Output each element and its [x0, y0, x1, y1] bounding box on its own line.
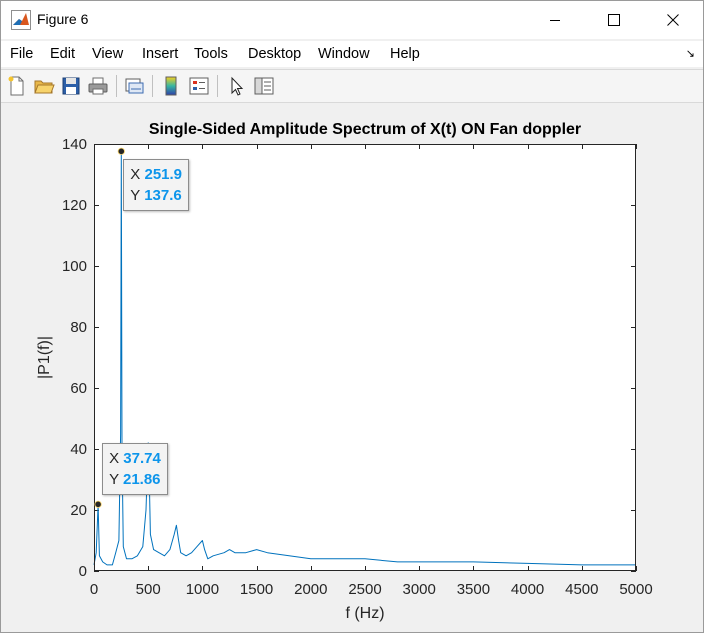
property-inspector-icon[interactable] — [253, 75, 275, 97]
tick-labels: 0 500 1000 1500 2000 2500 3000 3500 4000 4500 5000… — [62, 136, 653, 598]
insert-colorbar-icon[interactable] — [160, 75, 182, 97]
y-tick-label: 80 — [70, 319, 87, 336]
menu-window[interactable]: Window — [318, 46, 370, 62]
print-icon[interactable] — [87, 75, 109, 97]
x-tick-label: 4500 — [565, 581, 598, 598]
y-tick-label: 60 — [70, 380, 87, 397]
maximize-icon — [608, 14, 620, 26]
x-axis-label: f (Hz) — [345, 605, 384, 622]
y-tick-label: 120 — [62, 197, 87, 214]
toolbar-separator — [116, 75, 117, 97]
menu-file[interactable]: File — [10, 46, 34, 62]
insert-legend-icon[interactable] — [188, 75, 210, 97]
menu-help[interactable]: Help — [390, 46, 420, 62]
menu-view[interactable]: View — [92, 46, 124, 62]
toolbar-separator — [152, 75, 153, 97]
axes-box — [94, 144, 636, 571]
figure-toolbar — [1, 69, 703, 103]
datatip-marker[interactable] — [94, 500, 102, 508]
datatip-y-label: Y — [109, 471, 119, 489]
menu-bar: File Edit View Insert Tools Desktop Wind… — [1, 41, 703, 67]
datatip-x-value: 251.9 — [144, 166, 183, 184]
datatip-low[interactable]: X 37.74 Y 21.86 — [102, 443, 168, 496]
datatip-markers — [94, 147, 125, 508]
new-figure-icon[interactable] — [6, 75, 28, 97]
x-tick-label: 3500 — [457, 581, 490, 598]
x-tick-label: 5000 — [619, 581, 652, 598]
maximize-button[interactable] — [585, 1, 643, 39]
x-tick-label: 3000 — [403, 581, 436, 598]
x-tick-label: 4000 — [511, 581, 544, 598]
link-plot-icon[interactable] — [123, 75, 145, 97]
x-tick-label: 2000 — [294, 581, 327, 598]
y-axis-label: |P1(f)| — [36, 336, 53, 379]
minimize-icon — [550, 20, 560, 21]
toolbar-separator — [217, 75, 218, 97]
y-tick-label: 40 — [70, 441, 87, 458]
axes-background[interactable] — [94, 144, 636, 571]
matlab-logo-icon — [11, 10, 31, 30]
datatip-y-row: Y 21.86 — [109, 469, 161, 490]
datatip-y-value: 21.86 — [122, 471, 161, 489]
datatip-x-row: X 37.74 — [109, 448, 161, 469]
datatip-y-row: Y 137.6 — [130, 185, 182, 206]
save-icon[interactable] — [60, 75, 82, 97]
spectrum-plot: Single-Sided Amplitude Spectrum of X(t) … — [36, 121, 653, 622]
y-tick-label: 0 — [79, 563, 87, 580]
datatip-y-value: 137.6 — [144, 187, 182, 205]
menu-tools[interactable]: Tools — [194, 46, 228, 62]
close-button[interactable] — [644, 1, 702, 39]
datatip-x-row: X 251.9 — [130, 164, 182, 185]
y-tick-label: 100 — [62, 258, 87, 275]
minimize-button[interactable] — [526, 1, 584, 39]
datatip-x-label: X — [130, 166, 141, 184]
datatip-y-label: Y — [130, 187, 141, 205]
open-file-icon[interactable] — [33, 75, 55, 97]
menu-dock-arrow-icon[interactable]: ↘ — [685, 48, 695, 60]
datatip-x-value: 37.74 — [123, 450, 161, 468]
x-tick-label: 0 — [90, 581, 98, 598]
y-tick-label: 20 — [70, 502, 87, 519]
datatip-x-label: X — [109, 450, 120, 468]
x-tick-label: 1500 — [240, 581, 273, 598]
menu-insert[interactable]: Insert — [142, 46, 179, 62]
menu-desktop[interactable]: Desktop — [248, 46, 302, 62]
menu-edit[interactable]: Edit — [50, 46, 75, 62]
x-tick-label: 2500 — [348, 581, 381, 598]
datatip-peak[interactable]: X 251.9 Y 137.6 — [123, 159, 190, 212]
chart-title: Single-Sided Amplitude Spectrum of X(t) … — [149, 121, 581, 138]
edit-plot-arrow-icon[interactable] — [226, 75, 248, 97]
window-title: Figure 6 — [37, 11, 89, 27]
figure-canvas: Single-Sided Amplitude Spectrum of X(t) … — [1, 103, 703, 632]
datatip-marker[interactable] — [117, 147, 125, 155]
x-tick-label: 1000 — [186, 581, 219, 598]
title-bar[interactable]: Figure 6 — [1, 1, 703, 39]
y-tick-label: 140 — [62, 136, 87, 153]
close-icon — [667, 14, 679, 26]
x-tick-label: 500 — [136, 581, 161, 598]
